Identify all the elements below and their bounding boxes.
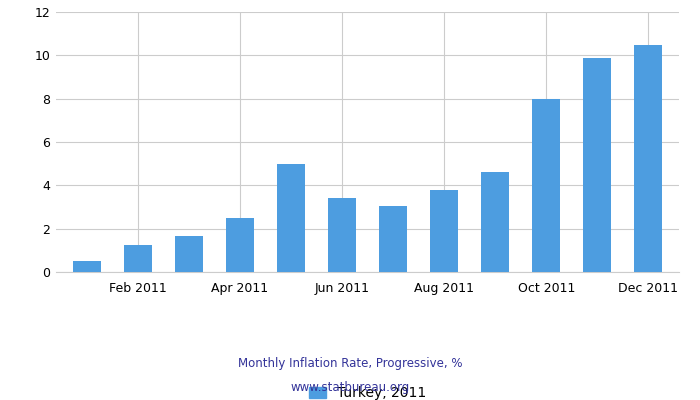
- Bar: [73, 261, 101, 272]
- Bar: [430, 190, 458, 272]
- Bar: [328, 198, 356, 272]
- Bar: [277, 164, 305, 272]
- Bar: [124, 245, 152, 272]
- Text: www.statbureau.org: www.statbureau.org: [290, 382, 410, 394]
- Legend: Turkey, 2011: Turkey, 2011: [309, 386, 426, 400]
- Bar: [634, 44, 662, 272]
- Bar: [481, 172, 509, 272]
- Bar: [175, 236, 203, 272]
- Text: Monthly Inflation Rate, Progressive, %: Monthly Inflation Rate, Progressive, %: [238, 358, 462, 370]
- Bar: [583, 58, 611, 272]
- Bar: [379, 206, 407, 272]
- Bar: [226, 218, 254, 272]
- Bar: [532, 99, 560, 272]
